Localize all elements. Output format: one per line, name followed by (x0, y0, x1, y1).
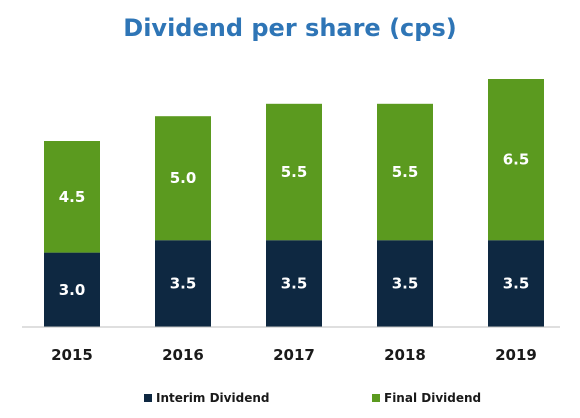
data-label-final-2017: 5.5 (281, 163, 308, 181)
x-tick-labels: 2015 2016 2017 2018 2019 (51, 346, 537, 364)
bar-final-2016 (155, 116, 211, 241)
bar-final-2015 (44, 141, 100, 253)
data-label-final-2015: 4.5 (59, 188, 86, 206)
legend-label-interim: Interim Dividend (156, 391, 269, 405)
bar-final-2018 (377, 103, 433, 241)
data-label-interim-2019: 3.5 (503, 275, 530, 293)
bars-group: 3.0 4.5 3.5 5.0 3.5 5.5 3.5 5.5 3.5 6.5 (44, 79, 544, 327)
bar-final-2017 (266, 103, 322, 241)
data-label-interim-2016: 3.5 (170, 275, 197, 293)
legend-swatch-interim (144, 394, 152, 402)
x-tick-label-2018: 2018 (384, 346, 426, 364)
x-tick-label-2016: 2016 (162, 346, 204, 364)
data-label-final-2019: 6.5 (503, 151, 530, 169)
legend-swatch-final (372, 394, 380, 402)
legend: Interim Dividend Final Dividend (144, 391, 481, 405)
bar-interim-2018 (377, 240, 433, 327)
data-label-final-2016: 5.0 (170, 169, 197, 187)
data-label-interim-2018: 3.5 (392, 275, 419, 293)
bar-interim-2016 (155, 240, 211, 327)
bar-final-2019 (488, 79, 544, 241)
bar-interim-2017 (266, 240, 322, 327)
chart-title: Dividend per share (cps) (123, 14, 457, 42)
data-label-final-2018: 5.5 (392, 163, 419, 181)
bar-interim-2019 (488, 240, 544, 327)
data-label-interim-2015: 3.0 (59, 281, 86, 299)
data-label-interim-2017: 3.5 (281, 275, 308, 293)
x-tick-label-2019: 2019 (495, 346, 537, 364)
x-tick-label-2015: 2015 (51, 346, 93, 364)
legend-label-final: Final Dividend (384, 391, 481, 405)
bar-interim-2015 (44, 252, 100, 327)
x-tick-label-2017: 2017 (273, 346, 315, 364)
